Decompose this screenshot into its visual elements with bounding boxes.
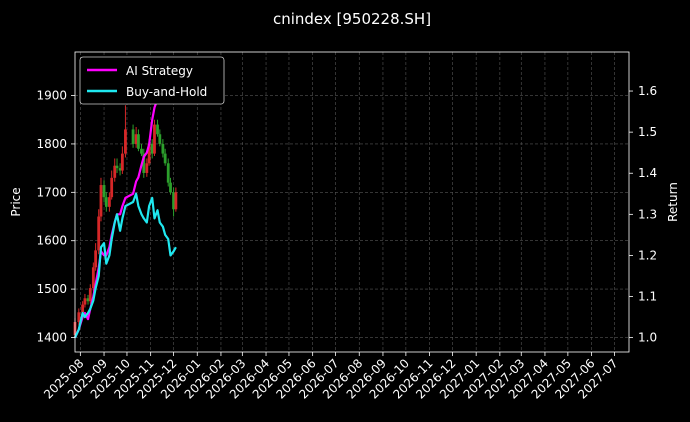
y-tick-label: 1400 [36,330,67,344]
candle-body [131,129,135,144]
chart-title: cnindex [950228.SH] [273,10,431,28]
y2-tick-label: 1.1 [638,290,657,304]
candle-body [174,192,178,210]
candle-body [153,124,156,154]
candle-body [147,143,151,164]
legend-label-buy-and-hold: Buy-and-Hold [126,85,207,99]
y-tick-label: 1900 [36,89,67,103]
left-axis-ticks: 1400 1500 1600 1700 1800 1900 [36,89,75,344]
candle-body [118,168,122,171]
legend-label-ai-strategy: AI Strategy [126,64,193,78]
candle-body [134,134,138,144]
candle-body [99,185,103,217]
y2-tick-label: 1.4 [638,166,657,180]
candle-body [86,298,90,302]
candle-body [124,129,127,154]
y2-axis-label: Return [666,182,680,222]
candle-body [140,148,143,154]
candle-body [94,250,98,268]
candle-body [150,143,154,154]
y-tick-label: 1600 [36,234,67,248]
y-tick-label: 1800 [36,137,67,151]
candle-body [169,182,172,193]
candle-body [172,192,175,210]
plot-frame [74,51,630,353]
candle-body [97,216,101,251]
candlestick-series [73,105,178,338]
candle-body [102,185,106,198]
right-axis-ticks: 1.0 1.1 1.2 1.3 1.4 1.5 1.6 [629,84,657,345]
candle-body [91,267,95,289]
candle-body [161,143,165,154]
candle-body [166,163,170,183]
y2-tick-label: 1.6 [638,84,657,98]
candle-body [83,298,87,305]
candle-body [81,304,85,313]
series-line-buy-and-hold [74,192,177,339]
candle-body [158,134,162,144]
y-tick-label: 1700 [36,185,67,199]
candle-body [110,177,114,198]
candle-body [113,165,117,178]
candle-body [120,153,124,171]
candle-body [107,197,111,207]
y2-tick-label: 1.0 [638,331,657,345]
y-tick-label: 1500 [36,282,67,296]
y2-tick-label: 1.5 [638,125,657,139]
candle-body [88,288,92,302]
candle-body [104,197,108,207]
y-axis-label: Price [9,187,23,216]
y2-tick-label: 1.2 [638,248,657,262]
candle-body [163,153,167,164]
return-series [74,90,177,339]
candle-body [115,165,119,169]
candle-body [156,124,159,135]
candle-body [137,134,140,149]
legend: AI Strategy Buy-and-Hold [79,56,225,105]
candle-body [142,153,146,173]
candle-body [77,312,81,322]
y2-tick-label: 1.3 [638,207,657,221]
candle-body [145,163,149,173]
